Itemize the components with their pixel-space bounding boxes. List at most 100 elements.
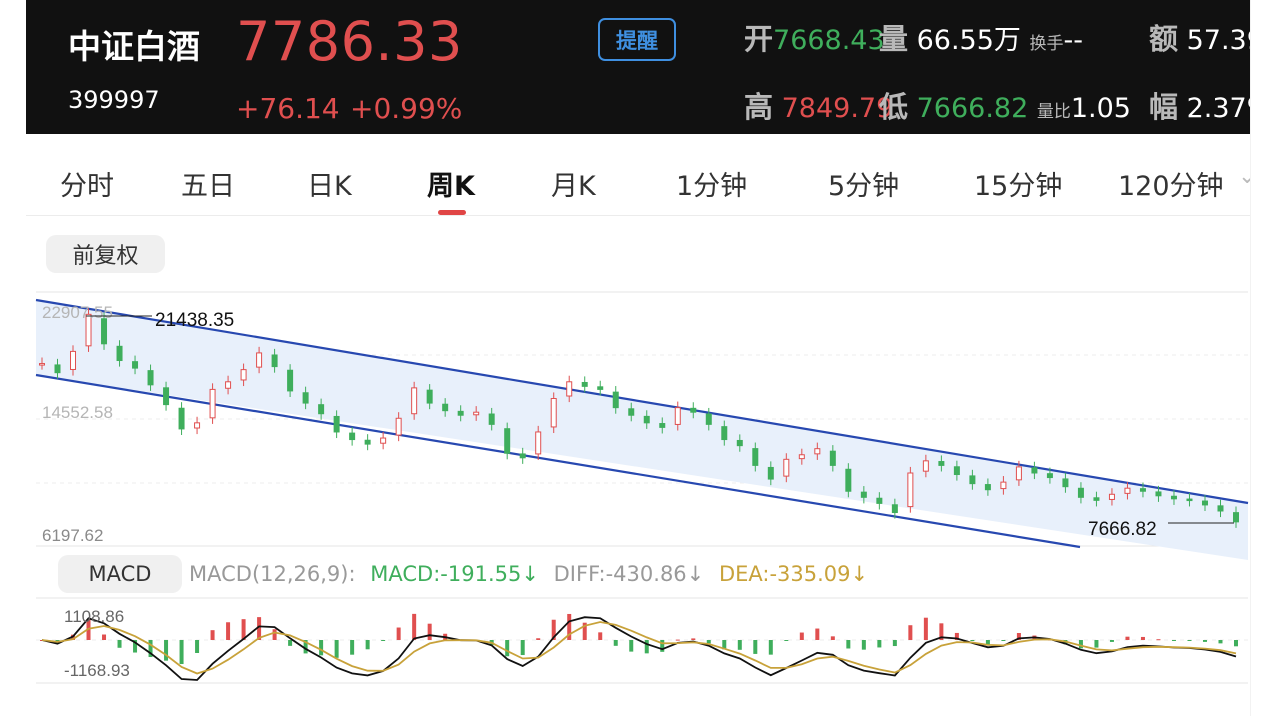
low-stat: 低 7666.82 量比1.05 [879, 84, 1131, 126]
candle [271, 354, 278, 368]
candle [783, 458, 790, 477]
alert-button[interactable]: 提醒 [598, 18, 676, 61]
macd-bar [272, 629, 277, 640]
macd-bar [567, 613, 572, 640]
macd-bar [753, 640, 758, 654]
open-stat: 开7668.43 [744, 16, 885, 58]
turnover-value: -- [1063, 25, 1084, 56]
amplitude-label: 幅 [1149, 90, 1179, 124]
candle [473, 411, 480, 416]
candle [705, 413, 712, 425]
candle [504, 428, 511, 454]
candle [1201, 500, 1208, 506]
candle [178, 407, 185, 430]
candle [1031, 467, 1038, 474]
price-axis-top: 22907.55 [42, 303, 113, 322]
macd-bar [210, 630, 215, 640]
tab-1min[interactable]: 1分钟 [676, 171, 748, 202]
macd-bar [381, 640, 386, 641]
candle [829, 450, 836, 466]
candle [674, 407, 681, 425]
macd-bar [148, 640, 153, 658]
candle [1170, 495, 1177, 500]
macd-bar [799, 632, 804, 640]
candle [721, 426, 728, 441]
macd-legend: MACD(12,26,9): MACD:-191.55↓ DIFF:-430.8… [189, 562, 876, 586]
macd-bar [117, 640, 122, 648]
candle [287, 369, 294, 392]
active-tab-indicator [438, 210, 466, 215]
candle [1155, 491, 1162, 497]
candle [969, 475, 976, 485]
macd-bar [970, 640, 975, 641]
tab-intraday[interactable]: 分时 [60, 171, 114, 202]
price-axis-mid: 14552.58 [42, 403, 113, 422]
diff-value: DIFF:-430.86↓ [553, 562, 705, 586]
amplitude-value: 2.37% [1186, 93, 1250, 124]
candle [891, 504, 898, 514]
amount-stat: 额 57.39 [1149, 16, 1250, 58]
candle [395, 417, 402, 436]
candle [752, 448, 759, 466]
candle [566, 381, 573, 397]
macd-histogram [40, 613, 1238, 665]
candle [1139, 488, 1146, 492]
candle [256, 352, 263, 368]
candle [659, 423, 666, 428]
low-label: 低 [879, 90, 909, 124]
candle [101, 318, 108, 345]
candle [1093, 497, 1100, 501]
candle [1000, 481, 1007, 490]
macd-bar [334, 640, 339, 658]
macd-bar [722, 640, 727, 650]
candle [209, 388, 216, 419]
macd-bar [1202, 640, 1207, 642]
candle [535, 431, 542, 455]
macd-bar [660, 640, 665, 652]
macd-axis-top: 1108.86 [64, 607, 124, 626]
macd-bar [164, 640, 169, 661]
macd-bar [257, 617, 262, 640]
candle [163, 387, 170, 406]
tab-monthly-k[interactable]: 月K [551, 171, 596, 202]
tab-weekly-k[interactable]: 周K [427, 171, 475, 202]
macd-bar [737, 640, 742, 650]
macd-bar [815, 628, 820, 640]
macd-bar [195, 640, 200, 653]
candle [194, 422, 201, 429]
candle [132, 361, 139, 369]
volume-label: 量 [879, 22, 909, 56]
macd-bar [923, 617, 928, 640]
macd-bar [1187, 640, 1192, 641]
macd-bar [954, 632, 959, 640]
trend-channel-fill [36, 300, 1248, 560]
candle [364, 439, 371, 445]
candle [1015, 466, 1022, 481]
macd-bar [613, 640, 618, 646]
tab-five-day[interactable]: 五日 [181, 171, 235, 202]
macd-bar [365, 640, 370, 650]
tab-120min[interactable]: 120分钟 [1118, 171, 1224, 202]
price-adjust-button[interactable]: 前复权 [46, 235, 165, 273]
macd-bar [985, 640, 990, 645]
candle [876, 497, 883, 504]
tab-15min[interactable]: 15分钟 [974, 171, 1063, 202]
candle [302, 392, 309, 404]
macd-bar [877, 640, 882, 648]
macd-bar [939, 623, 944, 640]
candle [1046, 473, 1053, 479]
period-tabs: 分时 五日 日K 周K 月K 1分钟 5分钟 15分钟 120分钟 ⌄ [26, 150, 1256, 216]
last-price: 7786.33 [236, 10, 463, 73]
candle [240, 369, 247, 381]
macd-bar [303, 640, 308, 654]
tab-daily-k[interactable]: 日K [307, 171, 352, 202]
indicator-select-button[interactable]: MACD [58, 555, 182, 593]
macd-bar [226, 622, 231, 640]
tab-5min[interactable]: 5分钟 [828, 171, 900, 202]
low-marker-label: 7666.82 [1088, 519, 1157, 540]
candle [85, 313, 92, 347]
candle [147, 370, 154, 386]
candle [1077, 487, 1084, 498]
quote-header: 中证白酒 399997 7786.33 +76.14 +0.99% 提醒 开76… [26, 0, 1250, 134]
